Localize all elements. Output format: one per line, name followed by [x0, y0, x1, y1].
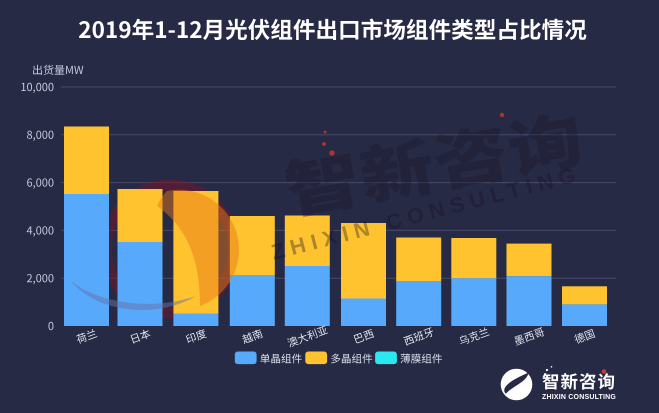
svg-text:ZHIXIN CONSULTING: ZHIXIN CONSULTING	[542, 394, 616, 401]
